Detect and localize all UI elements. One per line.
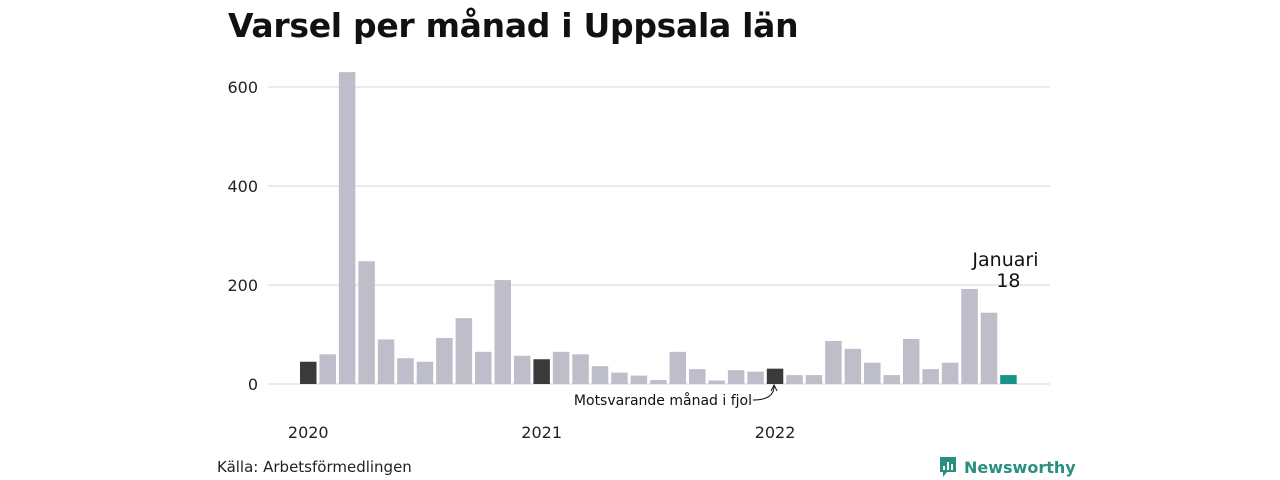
bar bbox=[513, 355, 531, 384]
bar bbox=[922, 369, 939, 384]
annotation-arrowhead bbox=[770, 383, 778, 392]
brand-logo[interactable]: Newsworthy bbox=[938, 456, 1076, 478]
bar bbox=[980, 312, 998, 384]
y-tick-label: 0 bbox=[248, 375, 258, 394]
bar bbox=[436, 337, 453, 384]
bar bbox=[708, 380, 725, 384]
bar bbox=[494, 280, 511, 384]
newsworthy-logo-icon bbox=[940, 457, 956, 477]
bar bbox=[552, 351, 570, 384]
bar bbox=[805, 375, 823, 384]
latest-month-label: Januari bbox=[971, 249, 1038, 271]
bar bbox=[844, 348, 862, 384]
chart-title: Varsel per månad i Uppsala län bbox=[228, 6, 799, 45]
bar bbox=[533, 359, 550, 384]
bars bbox=[300, 72, 1017, 385]
bar bbox=[300, 361, 317, 384]
annotation-label: Motsvarande månad i fjol bbox=[574, 392, 752, 409]
bar bbox=[727, 370, 745, 384]
bar bbox=[902, 338, 920, 384]
bar bbox=[1000, 375, 1017, 384]
y-tick-label: 400 bbox=[227, 177, 258, 196]
bar bbox=[883, 375, 900, 384]
bar bbox=[747, 371, 764, 384]
annotation-arrow bbox=[752, 385, 775, 401]
bar bbox=[941, 362, 959, 384]
bar bbox=[630, 375, 648, 384]
y-axis-ticks: 0 200 400 600 bbox=[227, 78, 258, 394]
x-tick-label: 2020 bbox=[288, 423, 329, 442]
bar bbox=[669, 351, 687, 384]
bar bbox=[377, 339, 395, 384]
brand-name: Newsworthy bbox=[964, 457, 1076, 477]
bar bbox=[319, 354, 336, 384]
x-axis-ticks: 2020 2021 2022 bbox=[288, 423, 796, 442]
bar bbox=[475, 351, 492, 384]
bar bbox=[416, 361, 434, 384]
bar bbox=[864, 362, 881, 384]
bar bbox=[358, 261, 375, 384]
bar bbox=[766, 368, 784, 384]
y-tick-label: 200 bbox=[227, 276, 258, 295]
bar bbox=[455, 318, 473, 384]
bar bbox=[338, 72, 356, 385]
bar bbox=[611, 372, 628, 384]
bar bbox=[650, 380, 667, 384]
bar bbox=[961, 288, 978, 384]
bar bbox=[825, 340, 842, 384]
x-tick-label: 2022 bbox=[755, 423, 796, 442]
bar bbox=[689, 369, 706, 384]
source-note: Källa: Arbetsförmedlingen bbox=[217, 458, 412, 476]
bar bbox=[591, 366, 609, 384]
bar bbox=[572, 354, 589, 384]
latest-value-label: 18 bbox=[996, 270, 1020, 292]
bar bbox=[786, 375, 803, 384]
bar bbox=[397, 358, 414, 384]
x-tick-label: 2021 bbox=[521, 423, 562, 442]
y-tick-label: 600 bbox=[227, 78, 258, 97]
